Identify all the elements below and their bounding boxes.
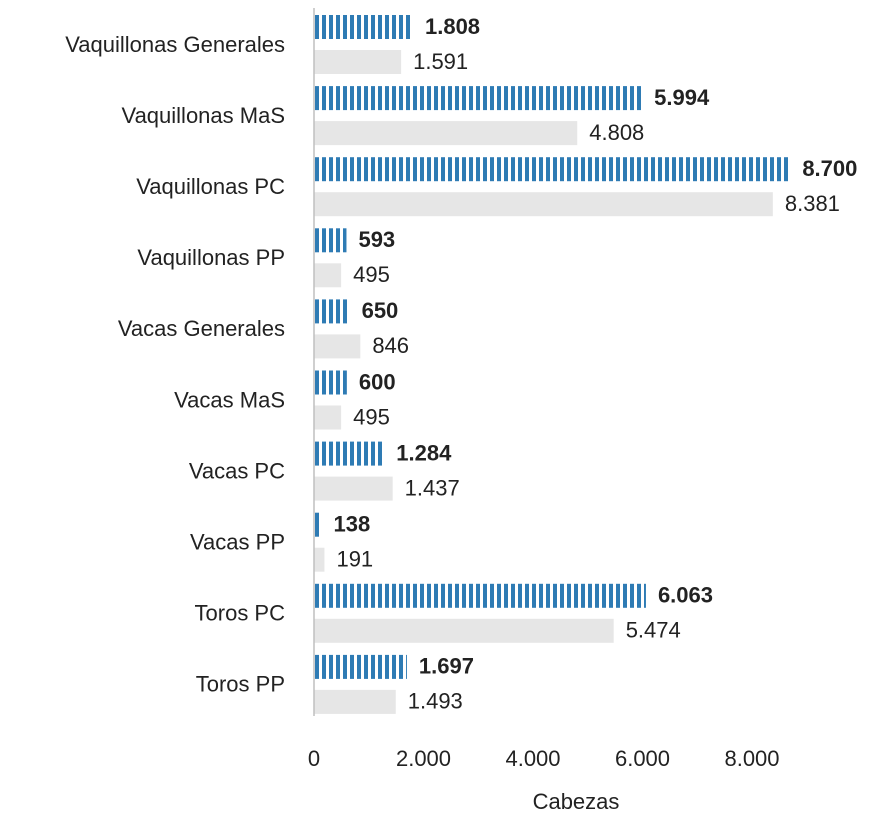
bar [314, 50, 402, 74]
category-label: Vaquillonas PC [136, 174, 285, 199]
value-label: 495 [353, 262, 390, 287]
bar [314, 121, 578, 146]
bar [314, 512, 322, 537]
value-label: 138 [334, 512, 371, 537]
category-label: Toros PP [196, 672, 285, 697]
bar [314, 547, 325, 572]
value-label: 191 [336, 547, 373, 572]
x-tick-label: 0 [308, 746, 320, 771]
value-label: 495 [353, 404, 390, 429]
category-label: Vaquillonas MaS [122, 103, 285, 128]
bar [314, 86, 643, 111]
bar [314, 689, 396, 714]
value-label: 8.381 [785, 191, 840, 216]
value-label: 6.063 [658, 583, 713, 608]
bar [314, 15, 413, 39]
bar [314, 192, 773, 217]
x-tick-label: 2.000 [396, 746, 451, 771]
category-label: Toros PC [195, 601, 286, 626]
value-label: 1.284 [396, 440, 452, 465]
value-label: 8.700 [802, 156, 857, 181]
x-tick-label: 4.000 [505, 746, 560, 771]
bar [314, 370, 347, 395]
value-label: 1.808 [425, 14, 480, 39]
category-label: Vacas PC [189, 458, 285, 483]
x-tick-label: 8.000 [724, 746, 779, 771]
bar [314, 654, 407, 679]
bar [314, 441, 385, 466]
x-tick-label: 6.000 [615, 746, 670, 771]
value-label: 650 [362, 298, 399, 323]
bar [314, 618, 614, 643]
bar [314, 263, 342, 288]
bar [314, 334, 361, 359]
bar [314, 299, 350, 324]
value-label: 5.994 [654, 85, 710, 110]
value-label: 1.591 [413, 49, 468, 74]
bar [314, 228, 347, 253]
bar [314, 583, 646, 608]
value-label: 593 [358, 227, 395, 252]
value-label: 600 [359, 369, 396, 394]
bar [314, 157, 791, 182]
value-label: 1.437 [405, 475, 460, 500]
category-label: Vacas MaS [174, 387, 285, 412]
x-axis-label: Cabezas [533, 789, 620, 814]
category-label: Vaquillonas PP [137, 245, 285, 270]
value-label: 4.808 [589, 120, 644, 145]
value-label: 1.493 [408, 689, 463, 714]
bar [314, 476, 393, 501]
value-label: 5.474 [626, 618, 681, 643]
category-label: Vacas Generales [118, 316, 285, 341]
category-label: Vacas PP [190, 530, 285, 555]
bar [314, 405, 342, 430]
category-label: Vaquillonas Generales [65, 32, 285, 57]
value-label: 846 [372, 333, 409, 358]
value-label: 1.697 [419, 654, 474, 679]
